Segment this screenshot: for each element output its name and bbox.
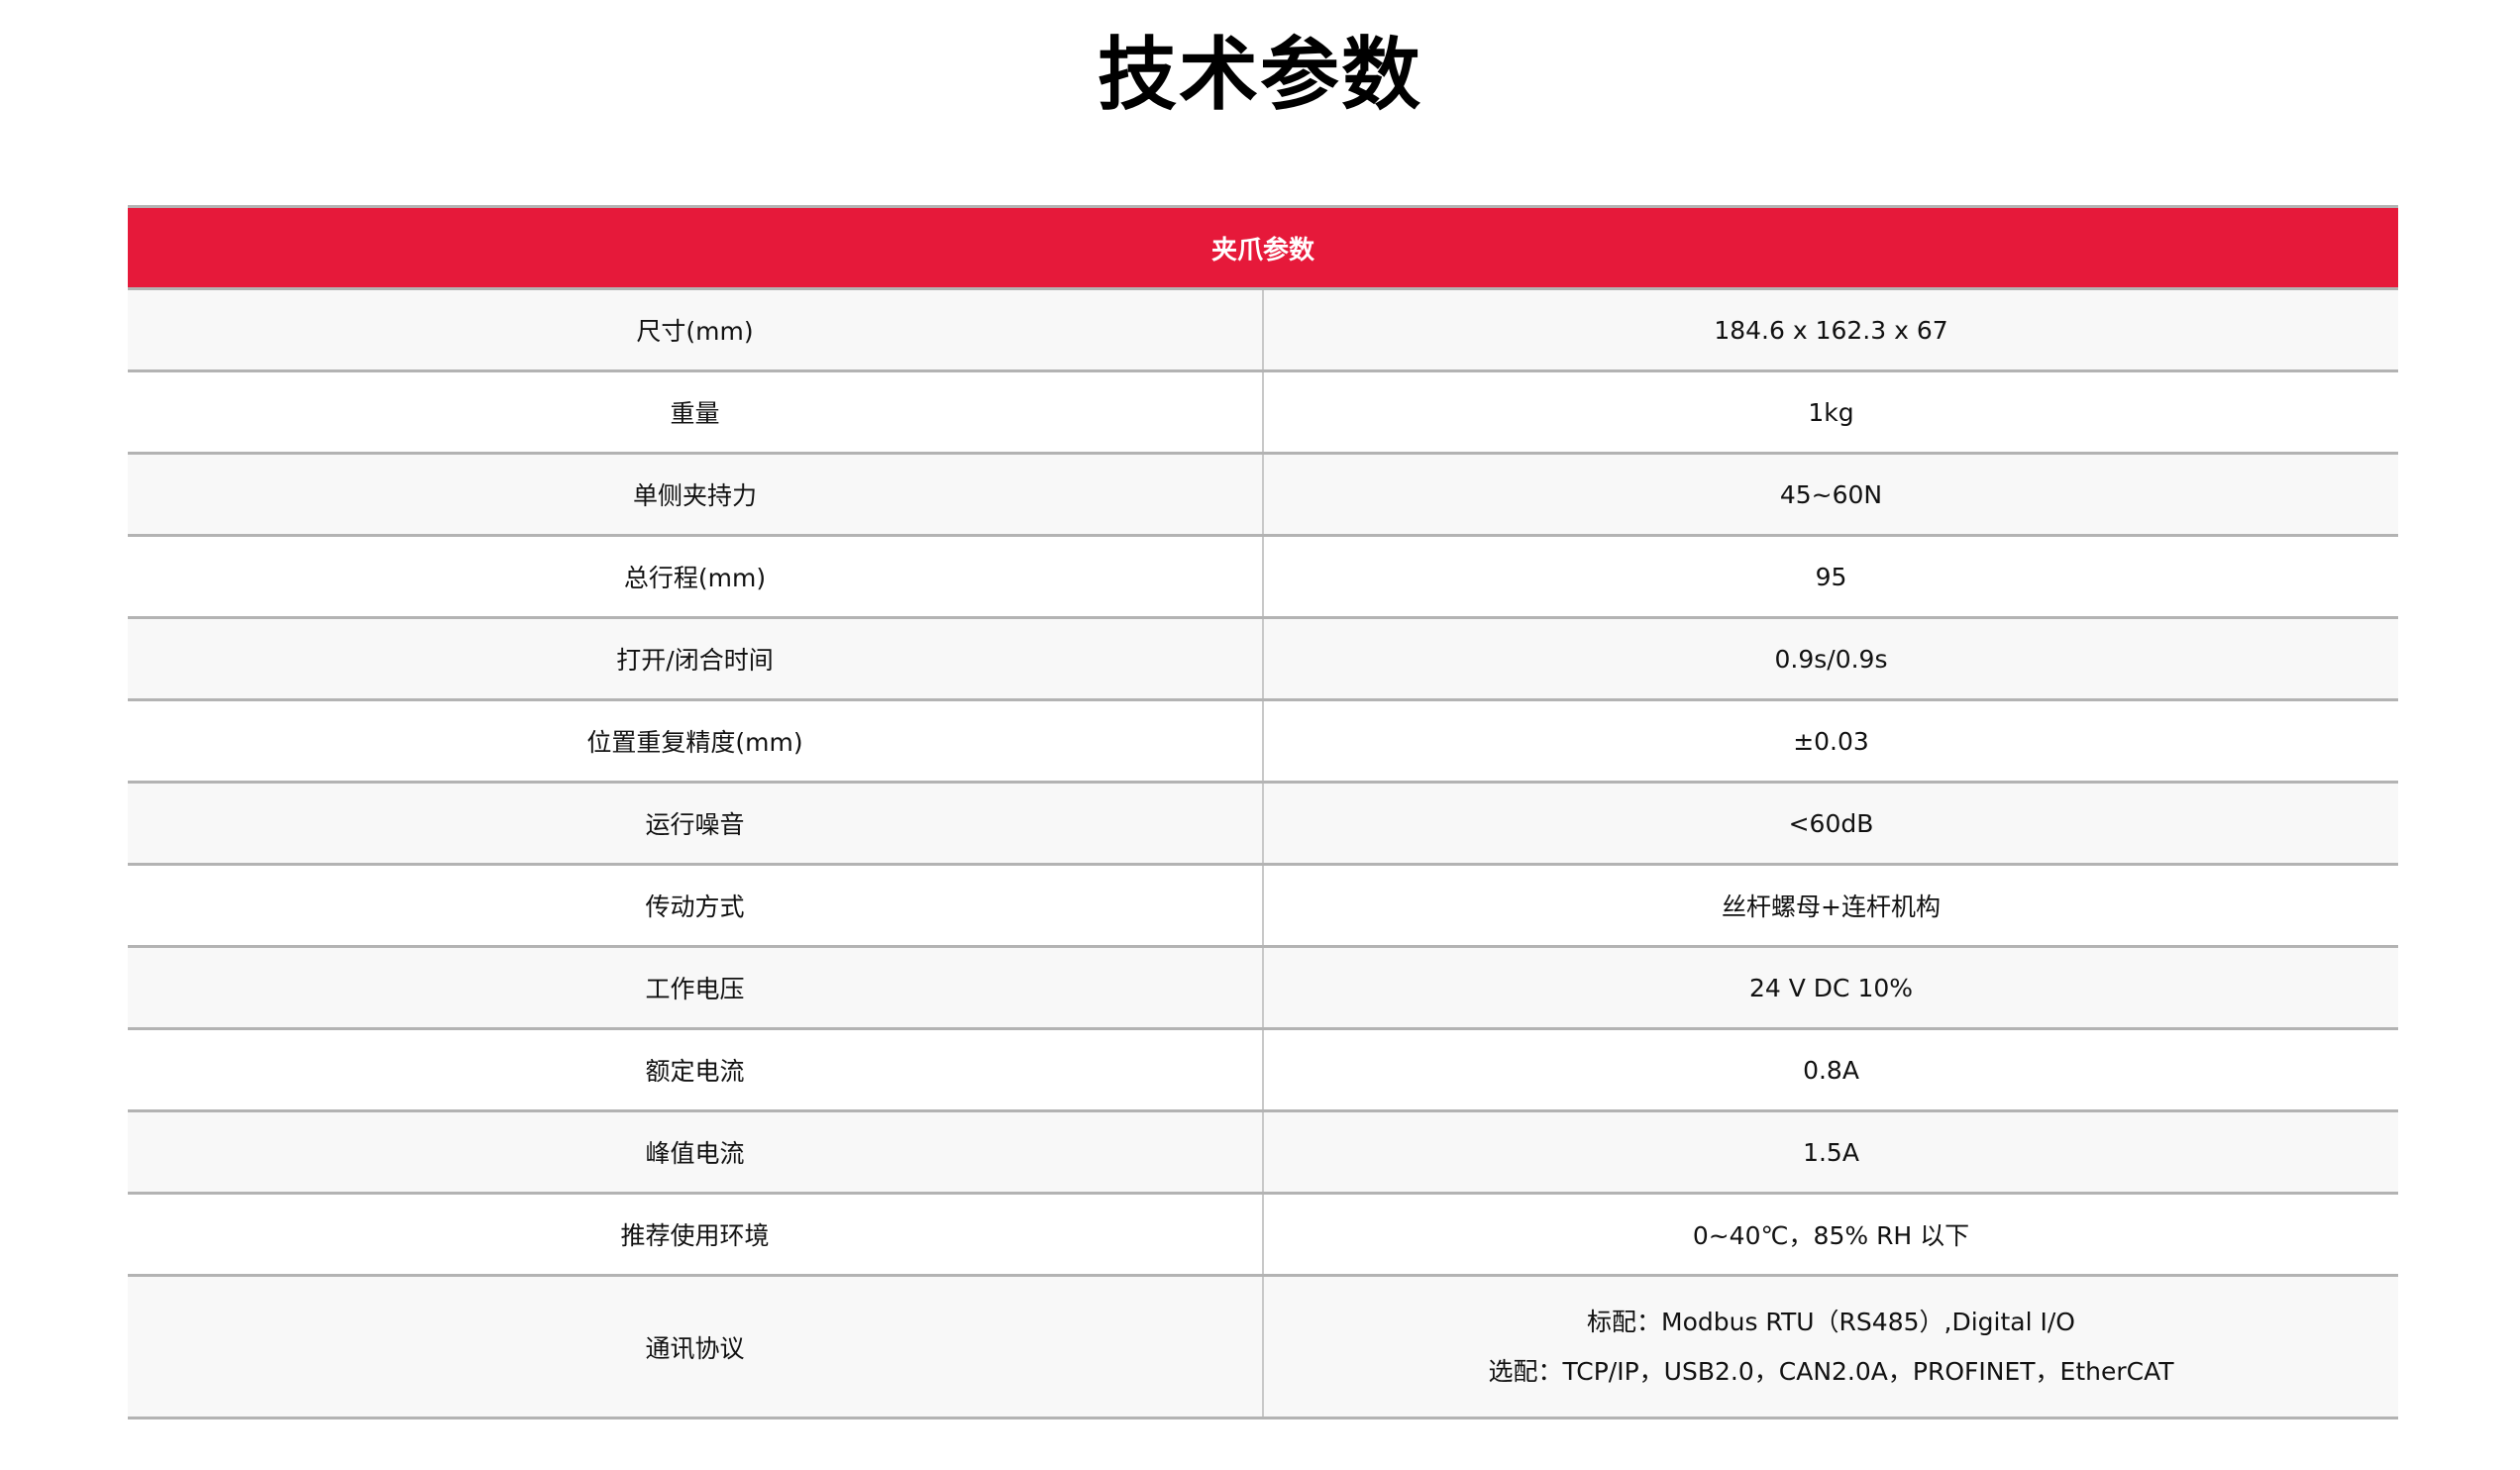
row-label: 单侧夹持力 [128, 455, 1264, 534]
table-row: 单侧夹持力 45~60N [128, 455, 2398, 537]
table-row-comm: 通讯协议 标配：Modbus RTU（RS485）,Digital I/O 选配… [128, 1277, 2398, 1419]
row-value: 95 [1815, 562, 1847, 591]
row-value: <60dB [1788, 808, 1874, 838]
row-value: 24 V DC 10% [1748, 973, 1914, 1002]
row-value: ±0.03 [1793, 726, 1869, 756]
spec-table: 夹爪参数 尺寸(mm) 184.6 x 162.3 x 67 重量 1kg 单侧夹持力 4… [128, 205, 2398, 1419]
row-label: 尺寸(mm) [128, 290, 1264, 369]
row-label: 通讯协议 [128, 1277, 1264, 1417]
table-row: 尺寸(mm) 184.6 x 162.3 x 67 [128, 290, 2398, 372]
table-row: 峰值电流 1.5A [128, 1112, 2398, 1195]
table-row: 额定电流 0.8A [128, 1030, 2398, 1112]
table-row: 传动方式 丝杆螺母+连杆机构 [128, 866, 2398, 948]
row-value: 45~60N [1779, 479, 1883, 509]
table-row: 总行程(mm) 95 [128, 537, 2398, 619]
table-row: 打开/闭合时间 0.9s/0.9s [128, 619, 2398, 701]
row-label: 打开/闭合时间 [128, 619, 1264, 698]
row-label: 运行噪音 [128, 784, 1264, 863]
row-label: 传动方式 [128, 866, 1264, 945]
row-label: 总行程(mm) [128, 537, 1264, 616]
row-value: 标配：Modbus RTU（RS485）,Digital I/O 选配：TCP/… [1264, 1277, 2398, 1417]
row-value: 0~40℃，85% RH 以下 [1692, 1221, 1970, 1250]
row-label: 额定电流 [128, 1030, 1264, 1109]
page-title: 技术参数 [1098, 29, 1422, 121]
table-row: 运行噪音 <60dB [128, 784, 2398, 866]
row-value: 0.9s/0.9s [1774, 644, 1888, 674]
row-value: 1kg [1808, 397, 1854, 427]
table-row: 工作电压 24 V DC 10% [128, 948, 2398, 1030]
table-row: 位置重复精度(mm) ±0.03 [128, 701, 2398, 784]
table-header: 夹爪参数 [128, 208, 2398, 290]
row-value: 丝杆螺母+连杆机构 [1722, 892, 1941, 921]
row-label: 工作电压 [128, 948, 1264, 1027]
row-value: 0.8A [1803, 1055, 1859, 1085]
table-row: 重量 1kg [128, 372, 2398, 455]
comm-standard: 标配：Modbus RTU（RS485）,Digital I/O [1587, 1307, 2075, 1336]
row-value: 1.5A [1803, 1137, 1859, 1167]
row-label: 重量 [128, 372, 1264, 452]
table-body: 尺寸(mm) 184.6 x 162.3 x 67 重量 1kg 单侧夹持力 45~60N… [128, 290, 2398, 1419]
row-value: 184.6 x 162.3 x 67 [1714, 315, 1948, 345]
row-label: 位置重复精度(mm) [128, 701, 1264, 781]
comm-optional: 选配：TCP/IP，USB2.0，CAN2.0A，PROFINET，EtherC… [1488, 1356, 2174, 1386]
table-row: 推荐使用环境 0~40℃，85% RH 以下 [128, 1195, 2398, 1277]
row-label: 峰值电流 [128, 1112, 1264, 1192]
row-label: 推荐使用环境 [128, 1195, 1264, 1274]
